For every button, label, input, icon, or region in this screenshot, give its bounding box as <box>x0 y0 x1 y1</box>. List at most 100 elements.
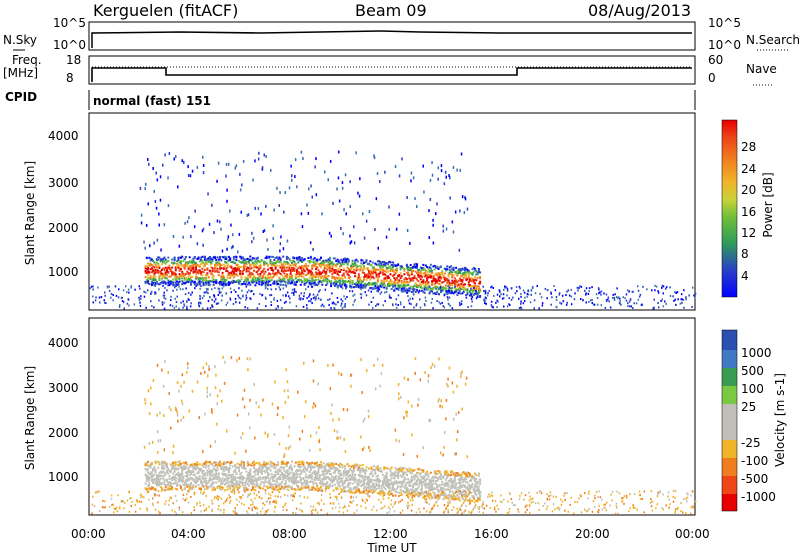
data-cell <box>339 280 341 282</box>
data-cell <box>165 259 167 261</box>
data-cell <box>489 290 491 292</box>
data-cell <box>412 270 414 272</box>
data-cell <box>259 273 261 275</box>
data-cell <box>491 304 493 306</box>
data-cell <box>433 242 435 245</box>
data-cell <box>241 266 243 268</box>
data-cell <box>215 259 217 261</box>
data-cell <box>386 279 388 281</box>
data-cell <box>485 292 487 294</box>
data-cell <box>130 287 132 289</box>
data-cell <box>171 267 173 269</box>
data-cell <box>254 489 256 491</box>
data-cell <box>627 289 629 291</box>
data-cell <box>203 280 205 282</box>
data-cell <box>233 303 235 305</box>
data-cell <box>210 307 212 309</box>
data-cell <box>280 488 282 490</box>
data-cell <box>354 241 356 244</box>
data-cell <box>167 473 169 475</box>
data-cell <box>416 205 418 208</box>
data-cell <box>221 300 223 302</box>
data-cell <box>459 302 461 304</box>
data-cell <box>291 174 293 177</box>
data-cell <box>222 465 224 467</box>
data-cell <box>199 478 201 480</box>
data-cell <box>171 488 173 490</box>
data-cell <box>241 290 243 292</box>
data-cell <box>139 285 141 287</box>
data-cell <box>302 461 304 463</box>
data-cell <box>231 246 233 249</box>
data-cell <box>456 275 458 277</box>
data-cell <box>158 267 160 269</box>
data-cell <box>271 466 273 468</box>
data-cell <box>287 292 289 294</box>
data-cell <box>215 473 217 475</box>
data-cell <box>438 166 440 169</box>
data-cell <box>459 304 461 306</box>
data-cell <box>311 475 313 477</box>
data-cell <box>315 276 317 278</box>
data-cell <box>547 289 549 291</box>
data-cell <box>437 178 439 181</box>
data-cell <box>185 467 187 469</box>
data-cell <box>253 293 255 295</box>
data-cell <box>194 282 196 284</box>
data-cell <box>447 285 449 287</box>
data-cell <box>315 299 317 301</box>
data-cell <box>332 202 334 205</box>
data-cell <box>300 284 302 286</box>
data-cell <box>230 288 232 290</box>
data-cell <box>261 294 263 296</box>
data-cell <box>680 303 682 305</box>
data-cell <box>452 307 454 309</box>
data-cell <box>265 305 267 307</box>
data-cell <box>150 293 152 295</box>
data-cell <box>168 204 170 207</box>
data-cell <box>601 291 603 293</box>
data-cell <box>338 151 340 154</box>
data-cell <box>340 269 342 271</box>
data-cell <box>546 297 548 299</box>
data-cell <box>414 197 416 200</box>
data-cell <box>589 287 591 289</box>
data-cell <box>198 471 200 473</box>
data-cell <box>688 295 690 297</box>
data-cell <box>318 283 320 285</box>
data-cell <box>396 277 398 279</box>
power-panel: Slant Range [km] 4000 3000 2000 1000 28 … <box>23 113 775 310</box>
data-cell <box>516 286 518 288</box>
data-cell <box>203 295 205 297</box>
data-cell <box>451 284 453 286</box>
data-cell <box>422 264 424 266</box>
data-cell <box>247 489 249 491</box>
data-cell <box>461 153 463 156</box>
data-cell <box>422 281 424 283</box>
data-cell <box>230 267 232 269</box>
data-cell <box>320 277 322 279</box>
data-cell <box>217 303 219 305</box>
data-cell <box>122 300 124 302</box>
data-cell <box>371 301 373 303</box>
data-cell <box>304 471 306 473</box>
data-cell <box>237 295 239 297</box>
data-cell <box>326 481 328 483</box>
data-cell <box>177 259 179 261</box>
data-cell <box>263 268 265 270</box>
data-cell <box>273 209 275 212</box>
data-cell <box>340 474 342 476</box>
data-cell <box>344 304 346 306</box>
data-cell <box>176 483 178 485</box>
data-cell <box>306 307 308 309</box>
data-cell <box>358 275 360 277</box>
data-cell <box>222 272 224 274</box>
data-cell <box>636 302 638 304</box>
data-cell <box>268 256 270 258</box>
data-cell <box>206 288 208 290</box>
data-cell <box>99 302 101 304</box>
data-cell <box>447 296 449 298</box>
data-cell <box>364 287 366 289</box>
data-cell <box>191 463 193 465</box>
data-cell <box>445 287 447 289</box>
